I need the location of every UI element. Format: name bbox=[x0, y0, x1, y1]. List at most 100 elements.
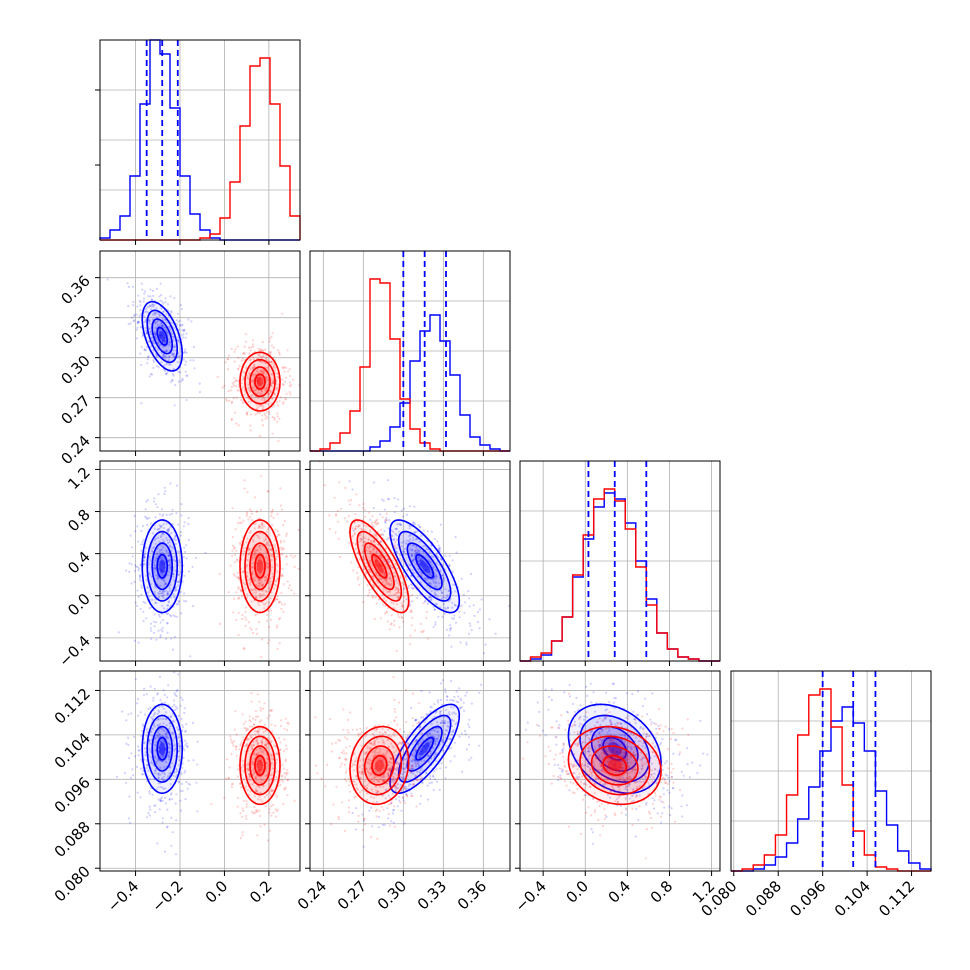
sample-point bbox=[240, 521, 243, 524]
sample-point bbox=[161, 778, 164, 781]
scatter-panel-3-1: 0.24 0.27 0.30 0.33 0.36 bbox=[294, 670, 511, 913]
sample-point bbox=[289, 393, 292, 396]
sample-point bbox=[230, 418, 233, 421]
sample-point bbox=[260, 405, 263, 408]
sample-point bbox=[177, 550, 180, 554]
sample-point bbox=[247, 778, 250, 781]
sample-point bbox=[370, 806, 373, 809]
sample-point bbox=[251, 570, 254, 574]
sample-point bbox=[419, 574, 422, 577]
sample-point bbox=[259, 798, 262, 802]
sample-point bbox=[270, 789, 273, 793]
sample-point bbox=[237, 576, 240, 579]
sample-point bbox=[261, 583, 265, 586]
sample-point bbox=[426, 743, 429, 746]
sample-point bbox=[399, 783, 402, 787]
sample-point bbox=[420, 561, 423, 564]
sample-point bbox=[421, 781, 424, 784]
sample-point bbox=[151, 793, 154, 796]
sample-point bbox=[261, 584, 264, 587]
sample-point bbox=[297, 528, 300, 532]
sample-point bbox=[285, 771, 288, 774]
sample-point bbox=[182, 358, 185, 361]
sample-point bbox=[168, 355, 171, 358]
sample-point bbox=[255, 510, 258, 513]
sample-point bbox=[367, 594, 370, 597]
sample-point bbox=[159, 299, 162, 302]
sample-point bbox=[260, 355, 263, 358]
sample-point bbox=[261, 404, 264, 407]
sample-point bbox=[273, 404, 276, 407]
density-fill bbox=[390, 519, 460, 613]
sample-point bbox=[419, 558, 422, 562]
sample-point bbox=[266, 839, 270, 842]
sample-point bbox=[429, 595, 432, 599]
sample-point bbox=[158, 750, 162, 753]
sample-point bbox=[362, 556, 365, 559]
sample-point bbox=[157, 786, 160, 789]
sample-point bbox=[364, 515, 367, 518]
sample-point bbox=[172, 558, 175, 562]
sample-point bbox=[284, 760, 287, 763]
sample-point bbox=[261, 372, 264, 375]
sample-point bbox=[392, 780, 395, 783]
sample-point bbox=[458, 610, 461, 613]
sample-point bbox=[245, 563, 248, 566]
sample-point bbox=[345, 769, 348, 773]
sample-point bbox=[166, 607, 169, 611]
sample-point bbox=[412, 783, 415, 786]
sample-point bbox=[402, 762, 405, 765]
sample-point bbox=[173, 736, 176, 739]
sample-point bbox=[166, 604, 170, 607]
sample-point bbox=[168, 772, 171, 775]
sample-point bbox=[373, 539, 376, 543]
sample-point bbox=[261, 589, 264, 592]
sample-point bbox=[158, 561, 161, 564]
sample-point bbox=[363, 529, 367, 532]
density-fill bbox=[240, 352, 280, 411]
sample-point bbox=[406, 569, 409, 572]
sample-point bbox=[236, 768, 239, 771]
sample-point bbox=[422, 565, 425, 568]
sample-point bbox=[405, 758, 408, 761]
sample-point bbox=[429, 710, 432, 713]
sample-point bbox=[165, 549, 168, 552]
sample-point bbox=[414, 538, 417, 541]
sample-point bbox=[396, 596, 399, 599]
sample-point bbox=[393, 619, 396, 623]
sample-point bbox=[236, 775, 239, 778]
sample-point bbox=[160, 331, 163, 334]
sample-point bbox=[262, 785, 265, 788]
sample-point bbox=[257, 604, 260, 607]
sample-point bbox=[161, 324, 164, 327]
sample-point bbox=[415, 718, 418, 721]
sample-point bbox=[178, 749, 181, 753]
sample-point bbox=[444, 729, 447, 732]
sample-point bbox=[326, 763, 329, 766]
sample-point bbox=[441, 679, 444, 682]
sample-point bbox=[252, 540, 255, 543]
sample-point bbox=[232, 611, 235, 614]
sample-point bbox=[264, 744, 268, 747]
sample-point bbox=[143, 713, 147, 716]
sample-point bbox=[441, 741, 445, 744]
sample-point bbox=[435, 753, 438, 756]
sample-point bbox=[166, 531, 170, 534]
sample-point bbox=[417, 549, 420, 552]
sample-point bbox=[385, 611, 388, 614]
sample-point bbox=[256, 834, 259, 837]
sample-point bbox=[161, 786, 164, 789]
contour-line bbox=[244, 530, 276, 602]
sample-point bbox=[170, 512, 173, 515]
sample-point bbox=[247, 400, 250, 403]
density-fill bbox=[156, 552, 169, 581]
sample-point bbox=[439, 523, 442, 526]
sample-point bbox=[263, 539, 266, 542]
sample-point bbox=[281, 547, 284, 550]
sample-point bbox=[241, 357, 244, 360]
sample-point bbox=[403, 586, 406, 589]
sample-point bbox=[157, 798, 160, 801]
sample-point bbox=[268, 361, 271, 364]
sample-point bbox=[433, 778, 437, 781]
sample-point bbox=[264, 357, 268, 360]
